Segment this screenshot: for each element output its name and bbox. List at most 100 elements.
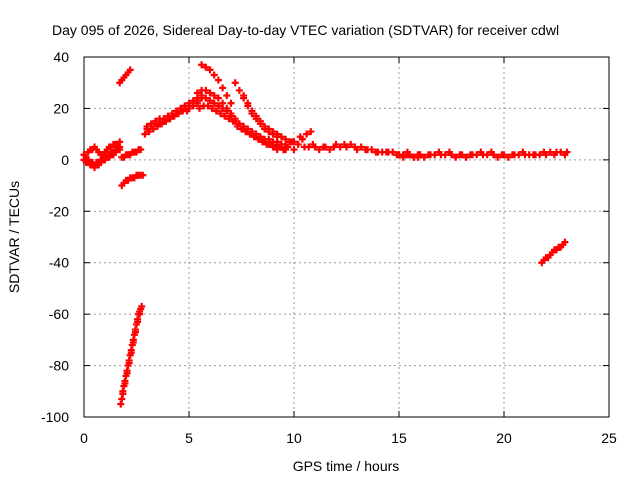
point-11-0 (231, 79, 239, 87)
point-18-8 (483, 151, 491, 159)
series-late-negative (538, 238, 569, 267)
point-5-2 (151, 117, 159, 125)
x-tick-label-0: 0 (80, 430, 88, 446)
series-neg-short-2 (118, 146, 145, 161)
point-15-5 (330, 143, 338, 151)
point-12-0 (240, 92, 248, 100)
point-24-11 (561, 238, 569, 246)
point-18-4 (441, 151, 449, 159)
point-8-5 (214, 94, 222, 102)
point-9-14 (254, 135, 262, 143)
point-23-6 (131, 328, 139, 336)
point-18-5 (452, 153, 460, 161)
point-23-8 (136, 310, 144, 318)
point-22-20 (138, 302, 146, 310)
point-18-10 (504, 153, 512, 161)
point-8-0 (193, 89, 201, 97)
point-16-0 (296, 133, 304, 141)
point-19-10 (508, 151, 516, 159)
point-17-0 (395, 151, 403, 159)
point-14-4 (315, 146, 323, 154)
point-10-4 (214, 76, 222, 84)
series-late-curve (240, 92, 298, 146)
x-tick-label-3: 15 (391, 430, 407, 446)
point-19-15 (561, 151, 569, 159)
point-15-9 (372, 148, 380, 156)
series-arc-short-upper (116, 66, 134, 87)
y-tick-label-3: -40 (49, 255, 69, 271)
point-10-0 (198, 61, 206, 69)
point-5-0 (143, 122, 151, 130)
x-tick-label-4: 20 (496, 430, 512, 446)
point-6-8 (175, 110, 182, 118)
point-6-3 (154, 122, 161, 130)
point-12-10 (282, 135, 290, 143)
point-18-2 (420, 153, 428, 161)
point-15-6 (340, 140, 348, 148)
point-14-11 (389, 148, 397, 156)
point-9-8 (229, 117, 237, 125)
point-10-1 (202, 63, 210, 71)
y-tick-label-7: 40 (53, 49, 69, 65)
point-9-9 (233, 122, 241, 130)
point-14-5 (326, 146, 334, 154)
point-12-2 (248, 107, 256, 115)
point-14-9 (368, 146, 376, 154)
point-20-10 (139, 171, 147, 179)
point-8-8 (227, 110, 235, 118)
series-peak-band-2 (193, 86, 290, 154)
point-6-2 (149, 125, 157, 133)
point-23-3 (125, 359, 133, 367)
point-19-8 (487, 148, 495, 156)
x-tick-label-1: 5 (185, 430, 193, 446)
point-19-2 (424, 151, 432, 159)
point-6-10 (183, 107, 191, 115)
point-14-0 (273, 146, 281, 154)
point-19-14 (550, 151, 558, 159)
point-9-10 (238, 125, 245, 133)
point-1-17 (116, 146, 124, 154)
series-mid-band-3 (277, 135, 422, 161)
y-tick-label-0: -100 (41, 409, 69, 425)
point-23-5 (129, 338, 137, 346)
point-19-7 (477, 148, 485, 156)
point-9-13 (250, 133, 258, 141)
point-9-15 (259, 138, 266, 146)
point-23-1 (121, 380, 129, 388)
point-5-10 (185, 99, 193, 107)
point-18-7 (473, 151, 481, 159)
point-9-7 (225, 115, 233, 123)
point-14-7 (347, 140, 355, 148)
point-9-11 (242, 128, 250, 136)
point-19-1 (414, 151, 422, 159)
point-6-4 (158, 120, 166, 128)
point-9-12 (246, 130, 254, 138)
point-21-9 (137, 146, 145, 154)
point-5-9 (181, 102, 189, 110)
y-axis-label: SDTVAR / TECUs (6, 181, 22, 293)
point-12-5 (261, 122, 269, 130)
point-15-1 (288, 138, 296, 146)
series-arc-rising-upper (143, 92, 206, 130)
point-6-0 (141, 130, 149, 138)
point-18-11 (515, 151, 523, 159)
point-18-15 (557, 148, 565, 156)
point-19-0 (403, 148, 411, 156)
point-16-2 (307, 128, 315, 136)
point-19-13 (540, 148, 548, 156)
series-late-band-3 (403, 148, 569, 159)
point-10-6 (223, 92, 231, 100)
point-15-4 (319, 143, 327, 151)
point-19-9 (498, 151, 506, 159)
point-18-6 (462, 153, 470, 161)
point-12-8 (273, 130, 281, 138)
data-layer (80, 61, 571, 408)
point-9-6 (221, 112, 229, 120)
point-18-13 (536, 151, 544, 159)
point-14-1 (284, 143, 292, 151)
point-18-1 (410, 153, 418, 161)
plot-frame (83, 56, 610, 418)
point-5-1 (147, 120, 155, 128)
point-19-12 (529, 151, 537, 159)
